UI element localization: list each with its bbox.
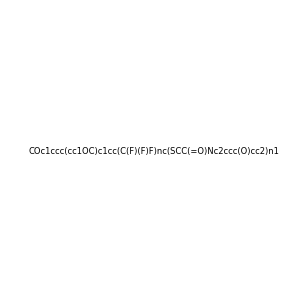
Text: COc1ccc(cc1OC)c1cc(C(F)(F)F)nc(SCC(=O)Nc2ccc(O)cc2)n1: COc1ccc(cc1OC)c1cc(C(F)(F)F)nc(SCC(=O)Nc… (28, 147, 279, 156)
